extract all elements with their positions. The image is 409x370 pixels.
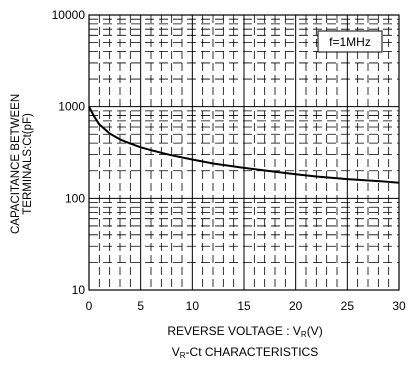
x-tick-label: 15: [237, 299, 251, 313]
y-tick-label: 100: [65, 191, 85, 205]
grid: [89, 15, 399, 290]
annotation-box: f=1MHz: [317, 30, 383, 53]
y-axis-label-line1: CAPACITANCE BETWEEN: [10, 93, 22, 234]
y-tick-label: 1000: [58, 100, 85, 114]
vr-ct-curve: [88, 106, 400, 184]
caption-sub: R: [179, 351, 186, 360]
x-axis-label-main: REVERSE VOLTAGE : V: [167, 324, 301, 338]
y-tick-label: 10: [72, 283, 86, 297]
x-axis-label: REVERSE VOLTAGE : VR(V): [90, 324, 400, 339]
x-tick-label: 20: [289, 299, 303, 313]
x-tick-label: 30: [392, 299, 406, 313]
x-axis-label-unit: (V): [306, 324, 323, 338]
x-tick-label: 10: [186, 299, 200, 313]
x-tick-label: 25: [341, 299, 355, 313]
caption-main: V: [171, 345, 180, 359]
y-axis-label: CAPACITANCE BETWEEN TERMINALS:Ct(pF): [0, 0, 40, 370]
y-axis-label-line2: TERMINALS:Ct(pF): [22, 113, 34, 215]
tick-labels: 0 5 10 15 20 25 30 10 100 1000 10000: [52, 8, 406, 313]
annotation-text: f=1MHz: [329, 35, 371, 49]
y-tick-label: 10000: [52, 8, 86, 22]
annotation-frame: [317, 30, 383, 53]
axes: [88, 14, 400, 291]
x-axis-label-sub: R: [300, 330, 307, 339]
x-tick-label: 0: [86, 299, 93, 313]
caption-rest: -Ct CHARACTERISTICS: [185, 345, 319, 359]
data-series: [88, 106, 400, 184]
x-tick-label: 5: [137, 299, 144, 313]
chart-caption: VR-Ct CHARACTERISTICS: [90, 345, 400, 360]
plot-frame: [88, 14, 400, 291]
